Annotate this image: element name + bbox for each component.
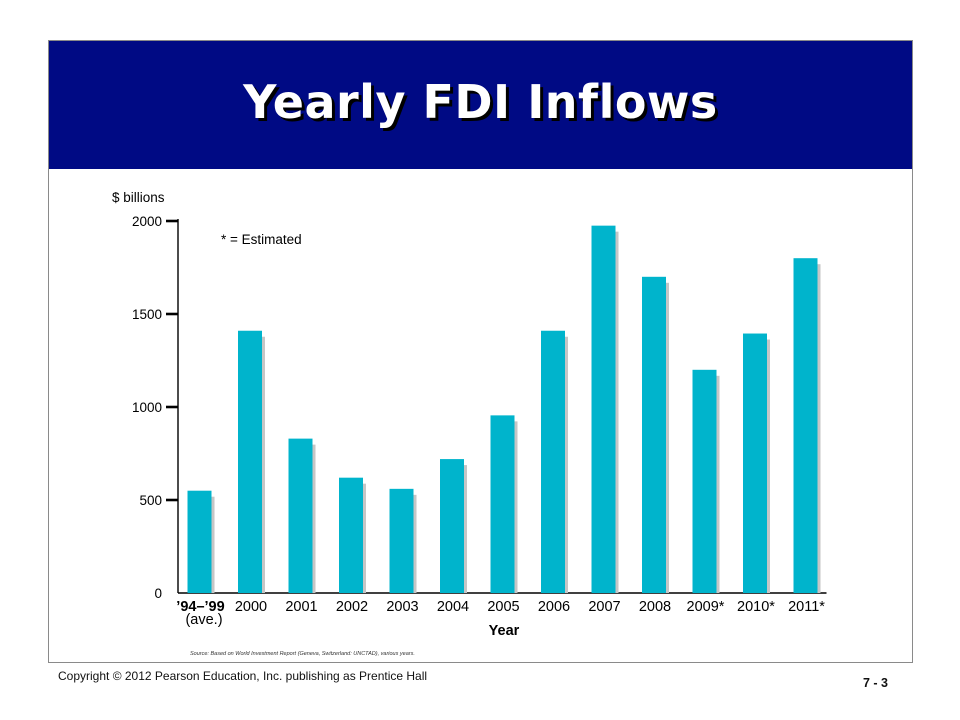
x-tick-label: 2009* <box>687 599 725 615</box>
y-tick-label: 1500 <box>132 307 162 322</box>
copyright-text: Copyright © 2012 Pearson Education, Inc.… <box>58 669 428 683</box>
x-tick-label: 2007 <box>588 599 620 615</box>
x-tick-label: 2003 <box>386 599 418 615</box>
bar <box>339 477 363 593</box>
x-tick-label: 2000 <box>235 599 267 615</box>
bar <box>288 438 313 593</box>
x-tick-label: 2006 <box>538 599 570 615</box>
y-tick-label: 500 <box>139 493 162 508</box>
bar <box>692 369 717 593</box>
bar <box>743 333 767 593</box>
bar <box>541 330 565 593</box>
x-tick-sublabel: (ave.) <box>185 612 222 628</box>
bar <box>238 330 262 593</box>
bar <box>440 459 464 593</box>
estimated-note: * = Estimated <box>221 232 302 247</box>
x-tick-label: 2010* <box>737 599 775 615</box>
x-tick-label: 2002 <box>336 599 368 615</box>
x-tick-label: 2005 <box>487 599 519 615</box>
x-axis-label: Year <box>489 623 520 639</box>
x-tick-label: 2008 <box>639 599 671 615</box>
slide-number: 7 - 3 <box>862 676 888 690</box>
y-tick-label: 0 <box>154 586 162 601</box>
x-tick-label: 2004 <box>437 599 469 615</box>
y-tick-label: 2000 <box>132 214 162 229</box>
bar <box>642 276 666 593</box>
source-note: Source: Based on World Investment Report… <box>190 651 415 657</box>
slide-title: Yearly FDI Inflows <box>243 75 718 129</box>
bar <box>591 225 616 593</box>
y-axis-label: $ billions <box>112 190 165 205</box>
bar <box>793 258 818 593</box>
y-tick-label: 1000 <box>132 400 162 415</box>
x-tick-label: 2011* <box>788 599 825 615</box>
title-banner: Yearly FDI Inflows <box>49 41 912 169</box>
bar <box>187 490 212 593</box>
x-tick-label: 2001 <box>285 599 317 615</box>
bar <box>490 415 515 593</box>
x-tick-label: ’94–’99 <box>176 599 224 615</box>
bar <box>389 488 414 593</box>
